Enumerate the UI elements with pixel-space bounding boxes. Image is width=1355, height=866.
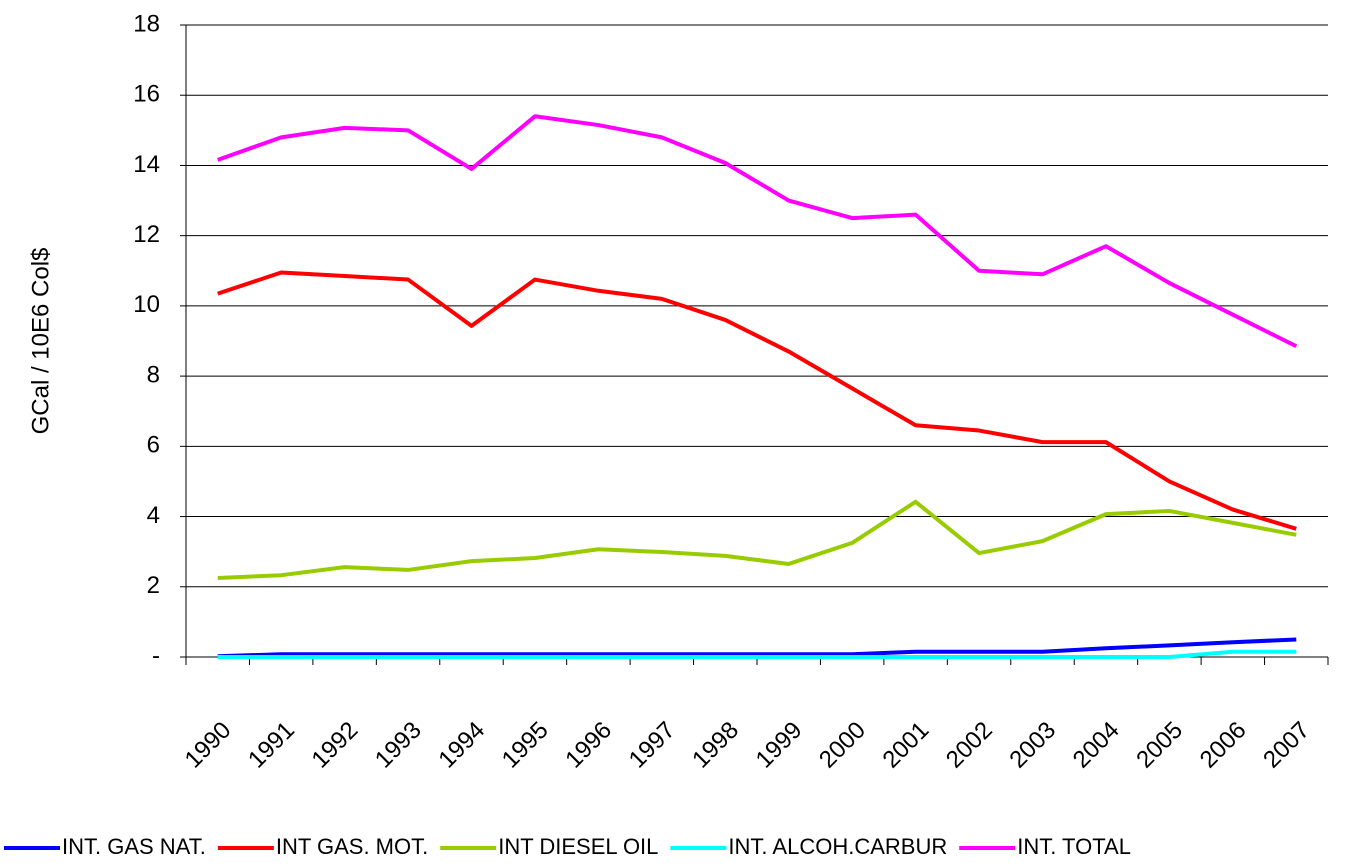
x-tick-label: 1998	[687, 717, 744, 774]
series-line	[217, 499, 1297, 580]
series-line	[217, 649, 1297, 659]
legend: INT. GAS NAT. INT GAS. MOT. INT DIESEL OIL…	[4, 834, 1131, 859]
x-tick-label: 1996	[560, 717, 617, 774]
x-tick-label: 1995	[497, 717, 554, 774]
y-tick-label: 12	[133, 221, 160, 248]
x-tick-label: 1993	[370, 717, 427, 774]
y-tick-label: 10	[133, 291, 160, 318]
y-tick-label: 2	[147, 572, 160, 599]
x-tick-label: 1997	[624, 717, 681, 774]
x-tick-label: 2001	[877, 717, 934, 774]
x-tick-label: 1990	[180, 717, 237, 774]
x-tick-label: 2004	[1068, 717, 1125, 774]
x-tick-label: 2006	[1195, 717, 1252, 774]
y-tick-label: 8	[147, 361, 160, 388]
series-line	[217, 270, 1297, 531]
series-line	[217, 637, 1297, 659]
y-tick-label: 14	[133, 151, 160, 178]
series-line	[217, 114, 1298, 349]
x-tick-label: 2003	[1004, 717, 1061, 774]
legend-label: INT DIESEL OIL	[498, 834, 658, 859]
legend-label: INT. GAS NAT.	[62, 834, 206, 859]
x-tick-label: 1994	[433, 717, 490, 774]
x-tick-label: 1991	[243, 717, 300, 774]
x-tick-label: 2002	[941, 717, 998, 774]
x-tick-label: 2007	[1258, 717, 1315, 774]
y-tick-label: 6	[147, 432, 160, 459]
y-tick-label: 18	[133, 10, 160, 37]
legend-label: INT. ALCOH.CARBUR	[728, 834, 947, 859]
y-tick-label: -	[152, 642, 160, 669]
y-tick-label: 16	[133, 81, 160, 108]
x-tick-label: 1992	[306, 717, 363, 774]
x-tick-label: 2005	[1131, 717, 1188, 774]
legend-label: INT. TOTAL	[1017, 834, 1131, 859]
legend-label: INT GAS. MOT.	[276, 834, 428, 859]
x-tick-label: 2000	[814, 717, 871, 774]
x-tick-label: 1999	[751, 717, 808, 774]
y-axis-label: GCal / 10E6 Col$	[27, 248, 54, 435]
y-tick-label: 4	[147, 502, 160, 529]
